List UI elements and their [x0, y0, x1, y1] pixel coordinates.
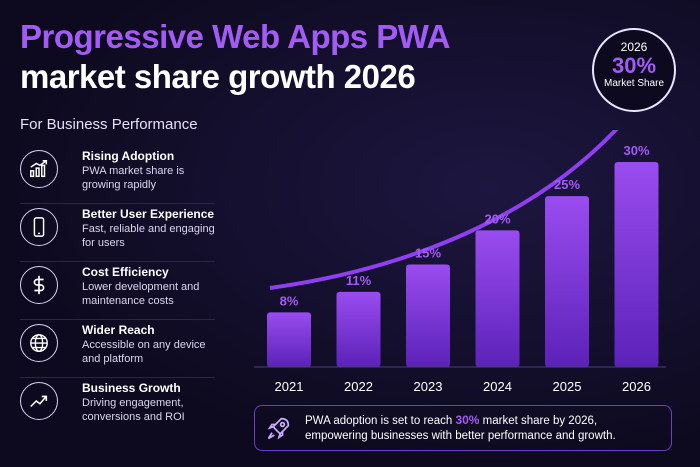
banner-text-line2: empowering businesses with better perfor… [305, 429, 616, 442]
data-label-2021: 8% [280, 293, 299, 308]
data-label-2022: 11% [346, 273, 372, 288]
badge-label: Market Share [603, 78, 665, 89]
x-tick-label-2024: 2024 [483, 379, 512, 394]
x-tick-label-2021: 2021 [275, 379, 304, 394]
page-title-line1: Progressive Web Apps PWA [20, 18, 450, 55]
badge-value: 30% [611, 53, 657, 78]
chart-growth-icon [20, 150, 58, 188]
banner-text-post: market share by 2026, [479, 414, 598, 427]
bar-2024 [475, 230, 520, 367]
badge-year: 2026 [620, 40, 648, 54]
bar-2025 [545, 196, 589, 367]
feature-title: Rising Adoption [82, 149, 175, 163]
summary-banner: PWA adoption is set to reach 30% market … [254, 405, 672, 451]
data-label-2024: 20% [484, 211, 510, 226]
dollar-icon [20, 266, 58, 304]
x-tick-label-2023: 2023 [414, 379, 443, 394]
feature-desc: Lower development and maintenance costs [82, 281, 200, 307]
bar-chart: 8% 2021 11% 2022 15% 2023 20% 2024 25% 2025 30% 202… [254, 130, 666, 394]
banner-text-pre: PWA adoption is set to reach [305, 414, 456, 427]
feature-item-better-ux: Better User Experience Fast, reliable an… [20, 205, 215, 262]
page-subtitle: For Business Performance [20, 116, 198, 133]
data-label-2026: 30% [623, 143, 649, 158]
banner-highlight: 30% [455, 412, 480, 427]
bar-2026 [614, 162, 659, 367]
feature-item-business-growth: Business Growth Driving engagement, conv… [20, 379, 215, 435]
feature-title: Cost Efficiency [82, 265, 169, 279]
feature-item-rising-adoption: Rising Adoption PWA market share is grow… [20, 147, 215, 204]
data-label-2025: 25% [554, 177, 580, 192]
bar-2022 [336, 291, 381, 367]
feature-desc: Driving engagement, conversions and ROI [82, 397, 185, 423]
x-tick-label-2026: 2026 [622, 379, 651, 394]
feature-title: Better User Experience [82, 207, 215, 221]
market-share-badge: 2026 30% Market Share [592, 28, 676, 112]
data-label-2023: 15% [415, 246, 441, 261]
x-tick-label-2025: 2025 [553, 379, 582, 394]
feature-item-wider-reach: Wider Reach Accessible on any device and… [20, 321, 215, 378]
bar-2021 [267, 312, 311, 367]
feature-title: Wider Reach [82, 323, 155, 337]
x-tick-label-2022: 2022 [344, 379, 373, 394]
feature-item-cost-efficiency: Cost Efficiency Lower development and ma… [20, 263, 215, 320]
trend-arrow [269, 130, 619, 290]
page-title-line2: market share growth 2026 [20, 58, 416, 95]
smartphone-icon [20, 208, 58, 246]
feature-desc: PWA market share is growing rapidly [82, 165, 185, 191]
feature-desc: Fast, reliable and engaging for users [82, 223, 215, 249]
globe-icon [20, 324, 58, 362]
rocket-icon [267, 417, 290, 440]
bar-2023 [406, 264, 450, 367]
feature-title: Business Growth [82, 381, 181, 395]
trend-arrow-icon [20, 382, 58, 420]
feature-desc: Accessible on any device and platform [82, 339, 206, 365]
feature-list: Rising Adoption PWA market share is grow… [20, 147, 215, 436]
